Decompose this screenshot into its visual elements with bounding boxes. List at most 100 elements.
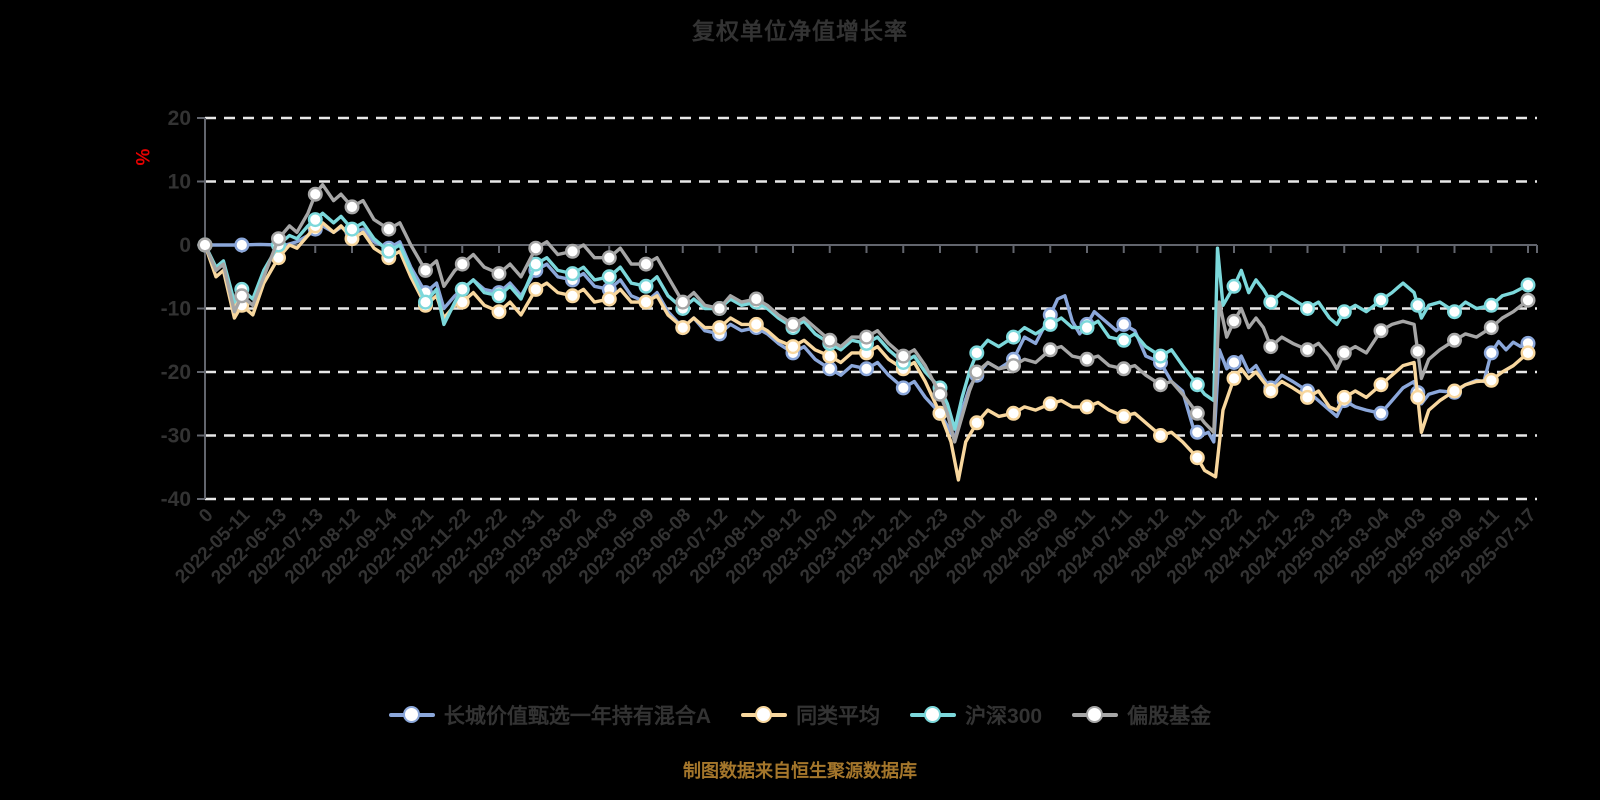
data-point-marker[interactable] <box>528 281 544 297</box>
data-point-marker[interactable] <box>969 415 985 431</box>
data-point-marker[interactable] <box>1373 292 1389 308</box>
data-point-marker[interactable] <box>1446 383 1462 399</box>
data-point-marker[interactable] <box>969 364 985 380</box>
data-point-marker[interactable] <box>1263 294 1279 310</box>
data-point-marker[interactable] <box>271 231 287 247</box>
data-point-marker[interactable] <box>1226 278 1242 294</box>
data-point-marker[interactable] <box>1226 313 1242 329</box>
data-point-marker[interactable] <box>454 281 470 297</box>
data-point-marker[interactable] <box>1373 377 1389 393</box>
data-point-marker[interactable] <box>712 301 728 317</box>
data-point-marker[interactable] <box>1152 348 1168 364</box>
data-point-marker[interactable] <box>491 304 507 320</box>
data-point-marker[interactable] <box>675 294 691 310</box>
data-point-marker[interactable] <box>1042 396 1058 412</box>
data-point-marker[interactable] <box>234 237 250 253</box>
data-point-marker[interactable] <box>1299 301 1315 317</box>
data-point-marker[interactable] <box>601 291 617 307</box>
data-point-marker[interactable] <box>1226 355 1242 371</box>
data-point-marker[interactable] <box>638 278 654 294</box>
legend-item-equity-funds[interactable]: 偏股基金 <box>1072 700 1211 730</box>
data-point-marker[interactable] <box>381 221 397 237</box>
data-point-marker[interactable] <box>785 316 801 332</box>
data-point-marker[interactable] <box>454 256 470 272</box>
data-point-marker[interactable] <box>307 186 323 202</box>
data-point-marker[interactable] <box>1520 292 1536 308</box>
data-point-marker[interactable] <box>785 339 801 355</box>
data-point-marker[interactable] <box>1263 383 1279 399</box>
data-point-marker[interactable] <box>234 288 250 304</box>
data-point-marker[interactable] <box>565 243 581 259</box>
data-point-marker[interactable] <box>1042 342 1058 358</box>
data-point-marker[interactable] <box>1446 332 1462 348</box>
data-point-marker[interactable] <box>1483 320 1499 336</box>
data-point-marker[interactable] <box>565 288 581 304</box>
data-point-marker[interactable] <box>418 294 434 310</box>
data-point-marker[interactable] <box>1299 342 1315 358</box>
data-point-marker[interactable] <box>1116 332 1132 348</box>
data-point-marker[interactable] <box>601 250 617 266</box>
data-point-marker[interactable] <box>197 237 213 253</box>
legend-item-category-average[interactable]: 同类平均 <box>741 700 880 730</box>
data-point-marker[interactable] <box>1116 316 1132 332</box>
data-point-marker[interactable] <box>969 345 985 361</box>
data-point-marker[interactable] <box>712 320 728 336</box>
data-point-marker[interactable] <box>1006 358 1022 374</box>
data-point-marker[interactable] <box>895 348 911 364</box>
data-point-marker[interactable] <box>1373 405 1389 421</box>
data-point-marker[interactable] <box>675 320 691 336</box>
data-point-marker[interactable] <box>748 291 764 307</box>
data-point-marker[interactable] <box>1189 377 1205 393</box>
data-point-marker[interactable] <box>638 294 654 310</box>
data-point-marker[interactable] <box>1042 316 1058 332</box>
series-markers-category-average[interactable] <box>197 218 1536 466</box>
data-point-marker[interactable] <box>859 361 875 377</box>
data-point-marker[interactable] <box>1189 424 1205 440</box>
series-line-fund-a[interactable] <box>203 224 1530 444</box>
data-point-marker[interactable] <box>1520 277 1536 293</box>
data-point-marker[interactable] <box>565 266 581 282</box>
data-point-marker[interactable] <box>1152 377 1168 393</box>
data-point-marker[interactable] <box>822 348 838 364</box>
data-point-marker[interactable] <box>822 361 838 377</box>
data-point-marker[interactable] <box>307 212 323 228</box>
data-point-marker[interactable] <box>1152 428 1168 444</box>
data-point-marker[interactable] <box>1299 389 1315 405</box>
data-point-marker[interactable] <box>1373 323 1389 339</box>
data-point-marker[interactable] <box>528 240 544 256</box>
data-point-marker[interactable] <box>381 243 397 259</box>
series-path-fund-a[interactable] <box>203 224 1530 444</box>
data-point-marker[interactable] <box>1189 450 1205 466</box>
data-point-marker[interactable] <box>601 269 617 285</box>
data-point-marker[interactable] <box>1263 339 1279 355</box>
data-point-marker[interactable] <box>895 380 911 396</box>
data-point-marker[interactable] <box>1116 361 1132 377</box>
data-point-marker[interactable] <box>1446 304 1462 320</box>
data-point-marker[interactable] <box>1410 389 1426 405</box>
data-point-marker[interactable] <box>491 266 507 282</box>
data-point-marker[interactable] <box>1226 370 1242 386</box>
legend-item-csi300[interactable]: 沪深300 <box>910 700 1042 730</box>
data-point-marker[interactable] <box>748 316 764 332</box>
data-point-marker[interactable] <box>344 221 360 237</box>
data-point-marker[interactable] <box>1336 345 1352 361</box>
data-point-marker[interactable] <box>1079 351 1095 367</box>
series-markers-equity-funds[interactable] <box>197 186 1536 421</box>
data-point-marker[interactable] <box>491 288 507 304</box>
data-point-marker[interactable] <box>1336 304 1352 320</box>
data-point-marker[interactable] <box>1483 297 1499 313</box>
data-point-marker[interactable] <box>1079 320 1095 336</box>
data-point-marker[interactable] <box>1520 345 1536 361</box>
data-point-marker[interactable] <box>1483 372 1499 388</box>
data-point-marker[interactable] <box>1410 297 1426 313</box>
data-point-marker[interactable] <box>638 256 654 272</box>
series-path-equity-funds[interactable] <box>203 183 1530 444</box>
data-point-marker[interactable] <box>1006 405 1022 421</box>
data-point-marker[interactable] <box>1006 329 1022 345</box>
data-point-marker[interactable] <box>822 332 838 348</box>
data-point-marker[interactable] <box>1189 405 1205 421</box>
data-point-marker[interactable] <box>1336 389 1352 405</box>
data-point-marker[interactable] <box>1483 345 1499 361</box>
data-point-marker[interactable] <box>859 329 875 345</box>
data-point-marker[interactable] <box>932 386 948 402</box>
